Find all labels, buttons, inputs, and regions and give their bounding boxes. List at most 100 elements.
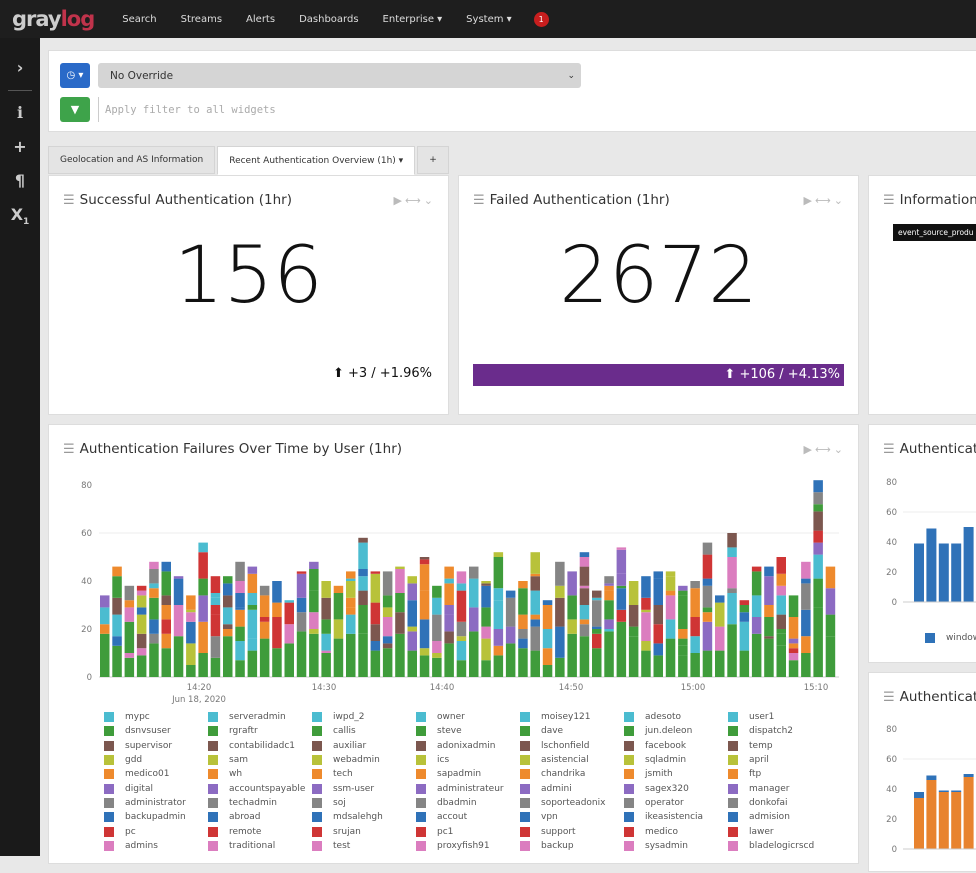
legend-item[interactable]: medico [624, 824, 728, 838]
legend-item[interactable]: bladelogicrscd [728, 839, 832, 853]
legend-item[interactable]: moisey121 [520, 710, 624, 724]
legend-item[interactable]: webadmin [312, 753, 416, 767]
tab-recent-authentication[interactable]: Recent Authentication Overview (1h) ▾ [217, 146, 416, 175]
legend-item[interactable]: accountspayable [208, 781, 312, 795]
legend-item[interactable]: accout [416, 810, 520, 824]
legend-item[interactable]: callis [312, 724, 416, 738]
legend-item[interactable]: april [728, 753, 832, 767]
legend-item[interactable]: lawer [728, 824, 832, 838]
subscript-icon[interactable]: X1 [10, 205, 30, 228]
time-override-select[interactable]: No Override ⌄ [98, 63, 581, 88]
legend-item[interactable]: operator [624, 796, 728, 810]
info-icon[interactable]: i [16, 103, 24, 122]
graylog-logo[interactable]: graylog [12, 7, 95, 31]
legend-item[interactable]: mdsalehgh [312, 810, 416, 824]
nav-enterprise[interactable]: Enterprise ▾ [382, 13, 443, 25]
legend-item[interactable]: techadmin [208, 796, 312, 810]
legend-item[interactable]: jsmith [624, 767, 728, 781]
legend-item[interactable]: user1 [728, 710, 832, 724]
legend-item[interactable]: dsnvsuser [104, 724, 208, 738]
paragraph-icon[interactable]: ¶ [14, 171, 26, 190]
legend-item[interactable]: supervisor [104, 739, 208, 753]
legend-item[interactable]: ssm-user [312, 781, 416, 795]
legend-item[interactable]: support [520, 824, 624, 838]
legend-item[interactable]: mypc [104, 710, 208, 724]
nav-system[interactable]: System ▾ [466, 13, 512, 25]
legend-item[interactable]: pc [104, 824, 208, 838]
legend-item[interactable]: administrator [104, 796, 208, 810]
chevron-right-icon[interactable]: › [16, 58, 24, 77]
drag-handle-icon[interactable]: ☰ [883, 192, 895, 208]
legend-item[interactable]: contabilidadc1 [208, 739, 312, 753]
bar-segment [493, 588, 504, 601]
legend-item[interactable]: auxiliar [312, 739, 416, 753]
legend-item[interactable]: jun.deleon [624, 724, 728, 738]
legend-item[interactable]: iwpd_2 [312, 710, 416, 724]
legend-item[interactable]: dispatch2 [728, 724, 832, 738]
legend-item[interactable]: vpn [520, 810, 624, 824]
legend-item[interactable]: admision [728, 810, 832, 824]
legend-item[interactable]: lschonfield [520, 739, 624, 753]
legend-item[interactable]: donkofai [728, 796, 832, 810]
legend-item[interactable]: backupadmin [104, 810, 208, 824]
widget-controls[interactable]: ▶⟷⌄ [803, 443, 846, 456]
legend-item[interactable]: adesoto [624, 710, 728, 724]
legend-item[interactable]: adonixadmin [416, 739, 520, 753]
legend-item[interactable]: steve [416, 724, 520, 738]
tab-add[interactable]: + [417, 146, 449, 174]
drag-handle-icon[interactable]: ☰ [63, 441, 75, 457]
legend-item[interactable]: dave [520, 724, 624, 738]
legend-item[interactable]: temp [728, 739, 832, 753]
filter-input[interactable] [98, 97, 798, 122]
nav-search[interactable]: Search [122, 13, 157, 25]
nav-dashboards[interactable]: Dashboards [299, 13, 359, 25]
legend-item[interactable]: medico01 [104, 767, 208, 781]
legend-item[interactable]: soj [312, 796, 416, 810]
drag-handle-icon[interactable]: ☰ [883, 689, 895, 705]
legend-item[interactable]: admins [104, 839, 208, 853]
legend-item[interactable]: admini [520, 781, 624, 795]
legend-item[interactable]: sam [208, 753, 312, 767]
nav-streams[interactable]: Streams [180, 13, 223, 25]
legend-item[interactable]: chandrika [520, 767, 624, 781]
notification-badge[interactable]: 1 [533, 11, 549, 27]
legend-item[interactable]: sysadmin [624, 839, 728, 853]
nav-alerts[interactable]: Alerts [246, 13, 276, 25]
legend-item[interactable]: test [312, 839, 416, 853]
legend-item[interactable]: pc1 [416, 824, 520, 838]
legend-item[interactable]: owner [416, 710, 520, 724]
legend-item[interactable]: ftp [728, 767, 832, 781]
legend-item[interactable]: serveradmin [208, 710, 312, 724]
legend-item[interactable]: sqladmin [624, 753, 728, 767]
legend-item[interactable]: tech [312, 767, 416, 781]
plus-icon[interactable]: + [13, 137, 27, 156]
legend-item[interactable]: sapadmin [416, 767, 520, 781]
legend-item[interactable]: rgraftr [208, 724, 312, 738]
widget-controls[interactable]: ▶⟷⌄ [393, 194, 436, 207]
drag-handle-icon[interactable]: ☰ [473, 192, 485, 208]
time-range-button[interactable]: ◷ ▾ [60, 63, 90, 88]
legend-item[interactable]: ics [416, 753, 520, 767]
legend-item[interactable]: asistencial [520, 753, 624, 767]
legend-item[interactable]: manager [728, 781, 832, 795]
legend-item[interactable]: sagex320 [624, 781, 728, 795]
legend-item[interactable]: abroad [208, 810, 312, 824]
drag-handle-icon[interactable]: ☰ [883, 441, 895, 457]
legend-item[interactable]: proxyfish91 [416, 839, 520, 853]
legend-item[interactable]: soporteadonix [520, 796, 624, 810]
legend-item[interactable]: remote [208, 824, 312, 838]
drag-handle-icon[interactable]: ☰ [63, 192, 75, 208]
tab-geolocation[interactable]: Geolocation and AS Information [48, 146, 216, 174]
legend-item[interactable]: administrateur [416, 781, 520, 795]
filter-button[interactable]: ▼ [60, 97, 90, 122]
legend-item[interactable]: backup [520, 839, 624, 853]
widget-controls[interactable]: ▶⟷⌄ [803, 194, 846, 207]
legend-item[interactable]: digital [104, 781, 208, 795]
legend-item[interactable]: dbadmin [416, 796, 520, 810]
legend-item[interactable]: traditional [208, 839, 312, 853]
legend-item[interactable]: ikeasistencia [624, 810, 728, 824]
legend-item[interactable]: wh [208, 767, 312, 781]
legend-item[interactable]: facebook [624, 739, 728, 753]
legend-item[interactable]: gdd [104, 753, 208, 767]
legend-item[interactable]: srujan [312, 824, 416, 838]
